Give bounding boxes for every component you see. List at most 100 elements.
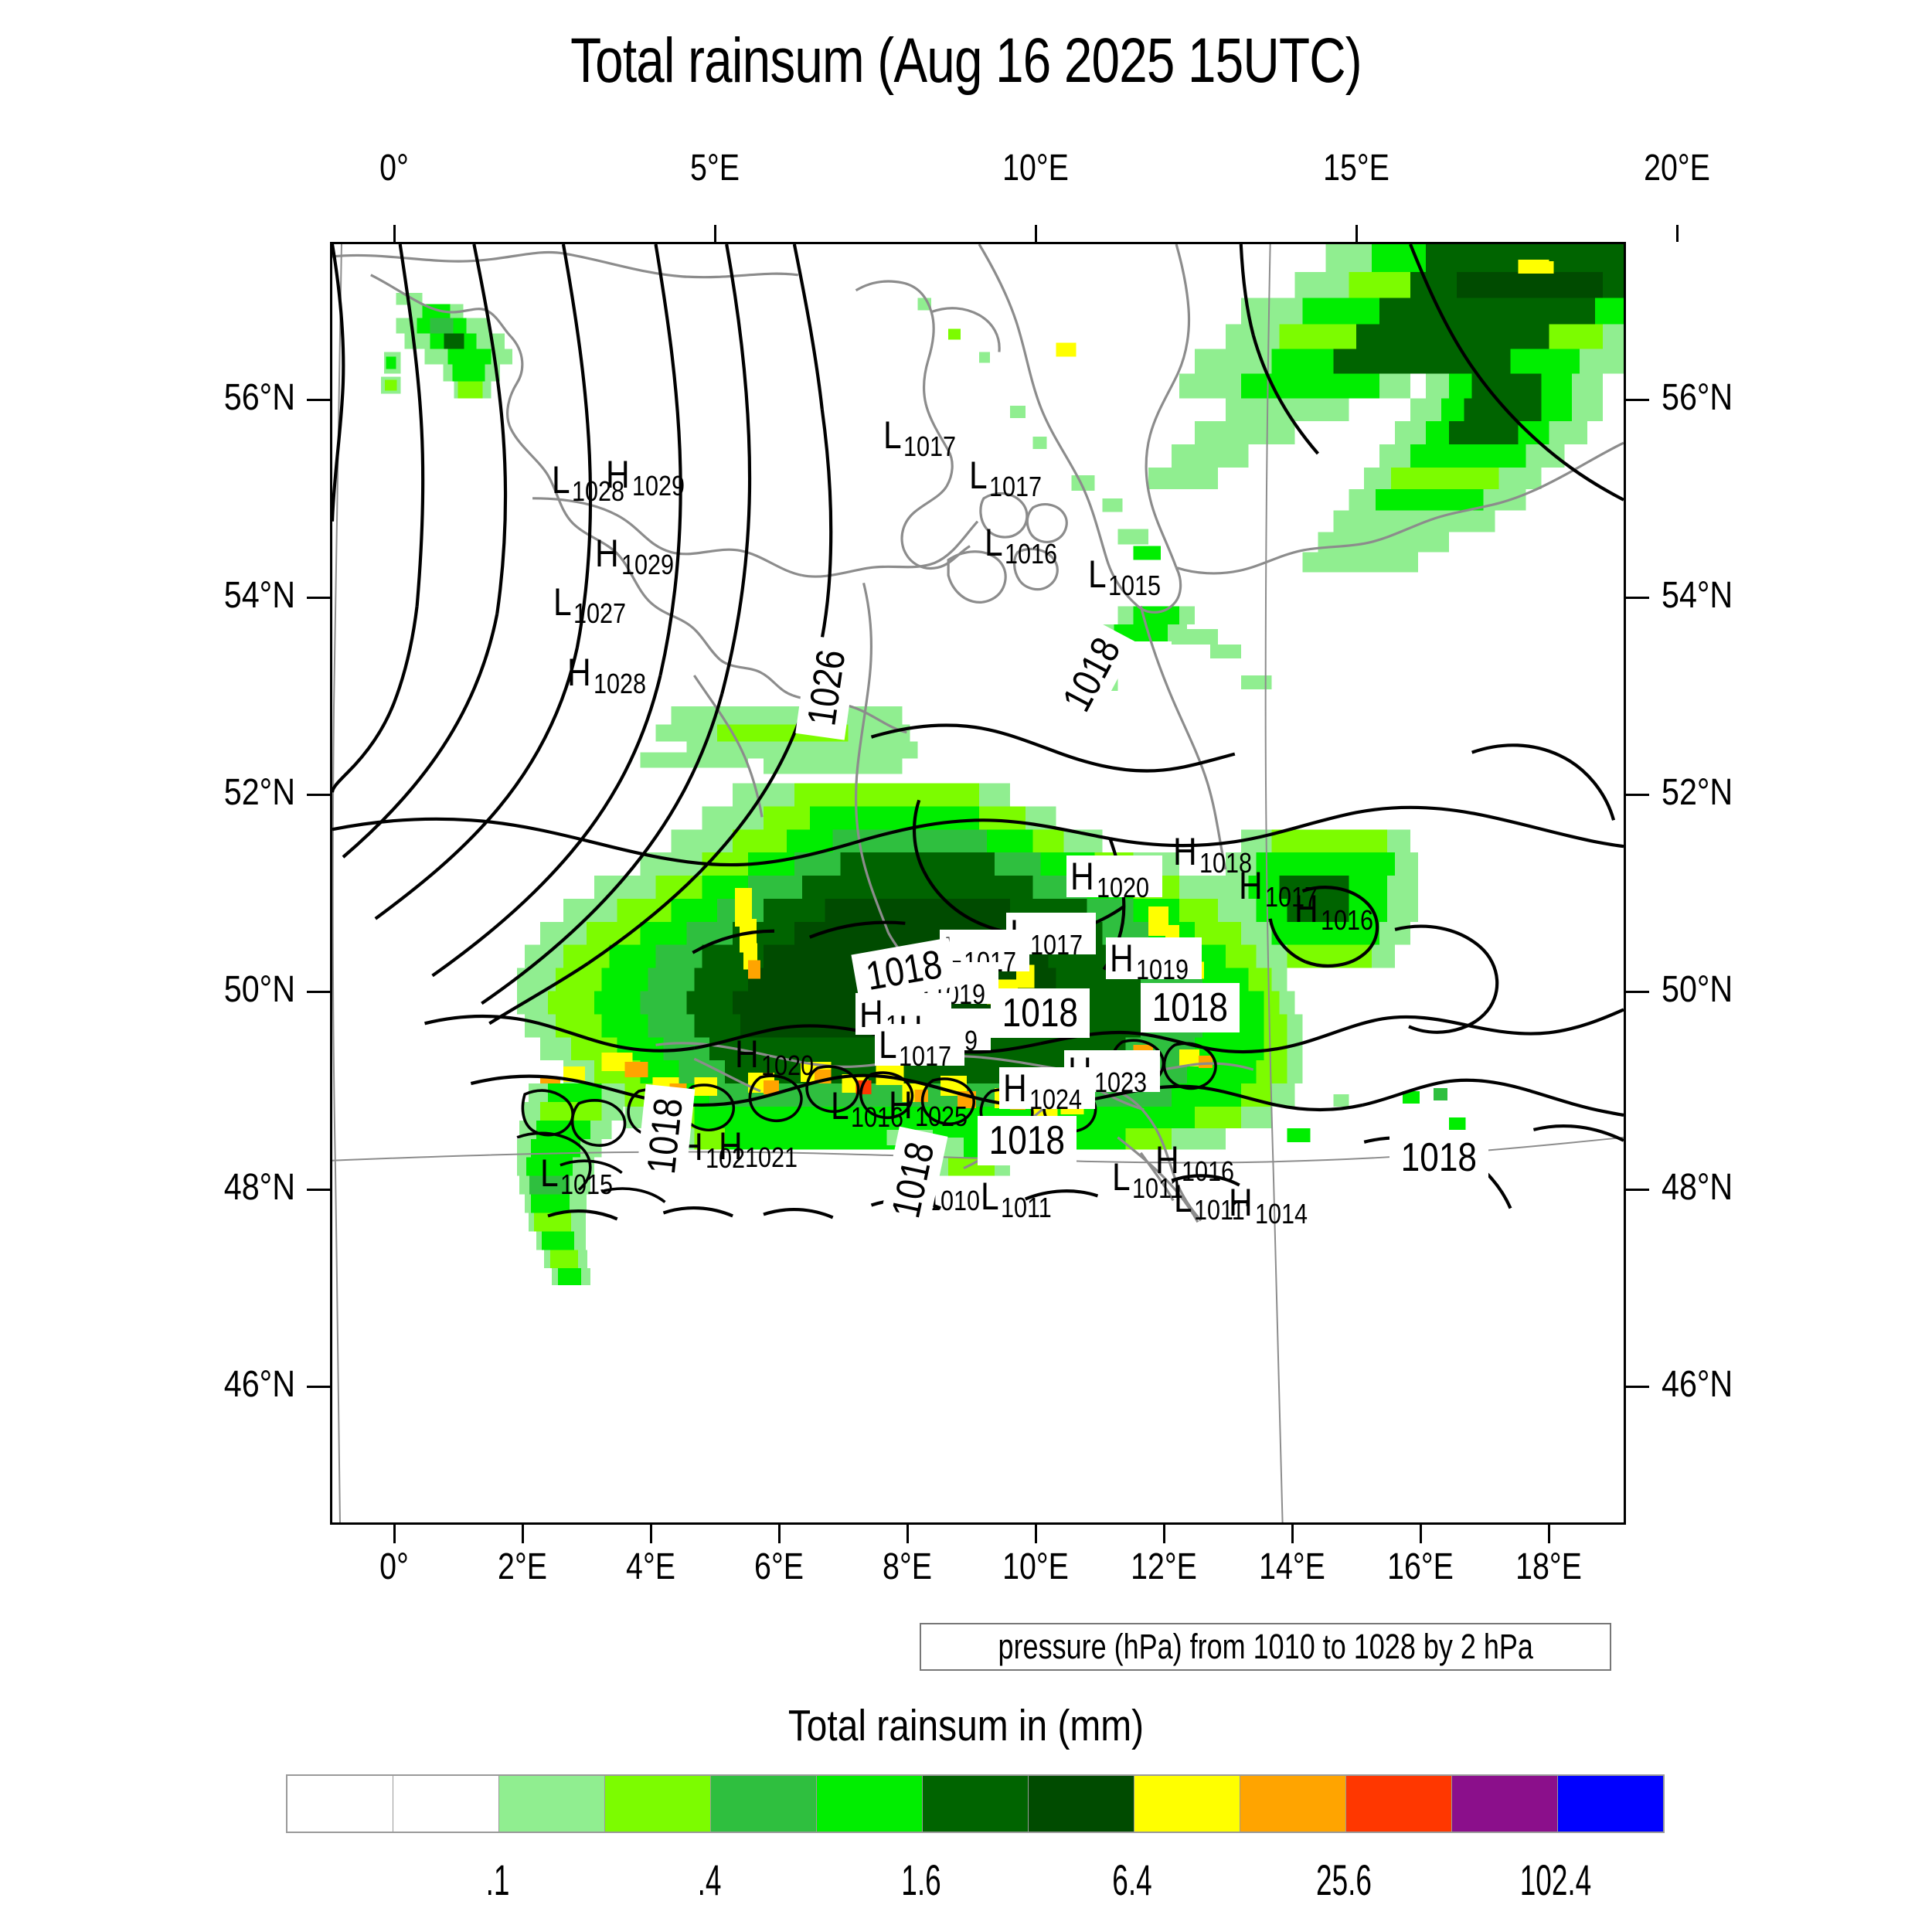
lon-label-bottom-4: 8°E	[838, 1546, 977, 1588]
axis-tick	[1548, 1525, 1550, 1543]
pressure-center-type: L	[1174, 1179, 1192, 1218]
colorbar-swatch-3[interactable]	[605, 1776, 711, 1832]
axis-tick	[1626, 597, 1649, 599]
lon-label-top-3: 15°E	[1287, 147, 1426, 189]
colorbar-swatch-11[interactable]	[1452, 1776, 1558, 1832]
contour-label-text: 1026	[798, 647, 855, 729]
pressure-center-value: 1023	[1094, 1069, 1147, 1097]
lat-label-left-4: 48°N	[106, 1166, 295, 1209]
pressure-center-high-26: H1021	[719, 1127, 807, 1165]
colorbar-swatch-2[interactable]	[499, 1776, 605, 1832]
pressure-center-high-10: H1020	[1066, 855, 1162, 897]
axis-tick	[1291, 1525, 1294, 1543]
axis-tick	[307, 794, 330, 796]
contour-label-5: 1018	[1389, 1133, 1488, 1182]
axis-tick	[1163, 1525, 1165, 1543]
pressure-center-type: H	[735, 1035, 759, 1073]
axis-tick	[1420, 1525, 1422, 1543]
colorbar-swatch-4[interactable]	[711, 1776, 817, 1832]
axis-tick	[1626, 1189, 1649, 1191]
pressure-center-value: 1017	[1030, 931, 1083, 959]
pressure-center-value: 1017	[903, 433, 956, 461]
pressure-center-low-5: L1017	[883, 416, 965, 454]
pressure-center-high-24: H1025	[889, 1086, 977, 1124]
axis-tick	[714, 225, 716, 242]
colorbar-swatch-6[interactable]	[923, 1776, 1029, 1832]
pressure-center-type: L	[831, 1087, 849, 1125]
colorbar-swatch-5[interactable]	[817, 1776, 923, 1832]
colorbar-label-0: .1	[421, 1855, 574, 1905]
axis-tick	[1626, 794, 1649, 796]
pressure-center-low-7: L1016	[985, 523, 1066, 562]
pressure-center-low-6: L1017	[969, 456, 1051, 495]
pressure-center-value: 1027	[573, 600, 626, 628]
pressure-center-type: H	[719, 1127, 743, 1165]
axis-tick	[1626, 399, 1649, 401]
pressure-center-type: L	[1088, 555, 1107, 594]
pressure-center-high-4: H1028	[567, 653, 655, 692]
map-canvas	[332, 244, 1624, 1522]
lon-label-bottom-9: 18°E	[1479, 1546, 1618, 1588]
lon-label-bottom-7: 14°E	[1223, 1546, 1362, 1588]
colorbar-swatch-0[interactable]	[287, 1776, 393, 1832]
colorbar-label-3: 6.4	[1056, 1855, 1209, 1905]
pressure-center-type: H	[1003, 1069, 1027, 1107]
axis-tick	[307, 597, 330, 599]
colorbar-swatch-7[interactable]	[1029, 1776, 1134, 1832]
lon-label-top-0: 0°	[325, 147, 464, 189]
contour-label-8: 1018	[978, 1116, 1077, 1165]
axis-tick	[1355, 225, 1358, 242]
pressure-center-low-8: L1015	[1088, 555, 1170, 594]
colorbar[interactable]	[286, 1774, 1665, 1833]
lat-label-right-1: 54°N	[1662, 574, 1851, 617]
colorbar-swatch-8[interactable]	[1134, 1776, 1240, 1832]
pressure-center-high-2: H1029	[595, 534, 683, 573]
pressure-center-value: 1011	[1001, 1194, 1052, 1222]
pressure-center-high-22: H1024	[999, 1067, 1095, 1109]
lat-label-right-2: 52°N	[1662, 771, 1851, 814]
axis-tick	[650, 1525, 652, 1543]
lon-label-top-2: 10°E	[966, 147, 1105, 189]
pressure-center-low-27: L1015	[540, 1154, 622, 1192]
pressure-center-type: L	[985, 523, 1003, 562]
pressure-center-value: 1017	[899, 1043, 951, 1070]
pressure-legend-text: pressure (hPa) from 1010 to 1028 by 2 hP…	[998, 1627, 1532, 1667]
colorbar-swatch-1[interactable]	[393, 1776, 499, 1832]
contour-label-text: 1018	[638, 1096, 692, 1176]
contour-label-text: 1018	[1002, 990, 1078, 1036]
lat-label-left-0: 56°N	[106, 376, 295, 419]
pressure-center-high-1: H1029	[606, 455, 694, 494]
contour-label-text: 1018	[989, 1117, 1065, 1164]
axis-tick	[1626, 1386, 1649, 1388]
lon-label-top-4: 20°E	[1607, 147, 1747, 189]
axis-tick	[307, 1386, 330, 1388]
pressure-center-type: L	[981, 1177, 999, 1216]
colorbar-swatch-9[interactable]	[1240, 1776, 1346, 1832]
contour-label-text: 1018	[1401, 1134, 1477, 1181]
pressure-center-type: H	[1110, 939, 1134, 978]
map-plot-area[interactable]	[330, 242, 1626, 1525]
pressure-center-type: L	[879, 1026, 897, 1064]
pressure-center-type: L	[540, 1154, 559, 1192]
lon-label-bottom-0: 0°	[325, 1546, 464, 1588]
pressure-center-type: L	[552, 461, 570, 499]
axis-tick	[906, 1525, 909, 1543]
pressure-center-value: 1020	[761, 1052, 814, 1080]
page-title: Total rainsum (Aug 16 2025 15UTC)	[193, 25, 1739, 97]
pressure-center-type: H	[1239, 866, 1263, 905]
axis-tick	[1676, 225, 1679, 242]
colorbar-swatch-12[interactable]	[1558, 1776, 1663, 1832]
pressure-legend-box: pressure (hPa) from 1010 to 1028 by 2 hP…	[920, 1623, 1611, 1671]
pressure-center-type: H	[595, 534, 619, 573]
colorbar-swatch-10[interactable]	[1346, 1776, 1452, 1832]
axis-tick	[393, 1525, 396, 1543]
lat-label-left-3: 50°N	[106, 968, 295, 1011]
pressure-center-type: H	[889, 1086, 913, 1124]
axis-tick	[1035, 225, 1037, 242]
contour-label-3: 1018	[991, 988, 1090, 1038]
lat-label-left-1: 54°N	[106, 574, 295, 617]
pressure-center-value: 1029	[632, 472, 685, 500]
pressure-center-value: 1029	[621, 551, 674, 579]
pressure-center-value: 1015	[1108, 572, 1161, 600]
axis-tick	[522, 1525, 524, 1543]
